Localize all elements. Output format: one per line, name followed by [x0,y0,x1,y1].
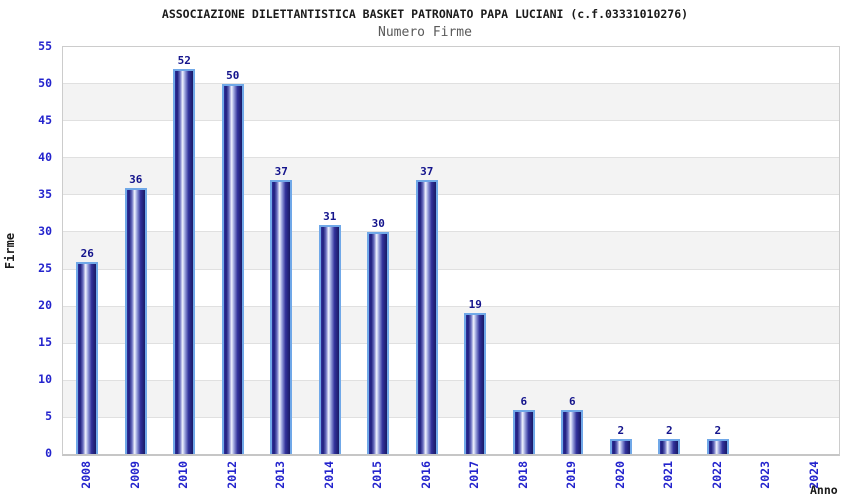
x-tick-label: 2009 [127,461,142,489]
x-tick-label: 2021 [661,461,676,489]
x-tick-slot: 2021 [644,461,693,499]
y-tick-label: 50 [38,76,52,90]
x-tick-slot: 2010 [159,461,208,499]
bar-slot: 2 [597,47,646,454]
bar-value-label: 31 [323,209,337,223]
bar-value-label: 19 [468,298,482,312]
bar [173,69,196,454]
bar-slot: 30 [354,47,403,454]
bar [124,187,147,454]
bar-value-label: 36 [129,172,143,186]
x-tick-slot: 2020 [596,461,645,499]
y-tick-label: 5 [45,409,52,423]
bar-value-label: 37 [274,165,288,179]
bar [706,439,729,454]
x-tick-label: 2016 [418,461,433,489]
y-tick-label: 25 [38,261,52,275]
bar [658,439,681,454]
y-axis-ticks: 0 5 10 15 20 25 30 35 40 45 50 55 [0,39,52,460]
y-tick-label: 0 [45,446,52,460]
y-tick-label: 30 [38,224,52,238]
bar-value-label: 2 [714,424,722,438]
x-tick-slot: 2022 [693,461,742,499]
bar [221,84,244,454]
x-tick-slot: 2018 [499,461,548,499]
bar-value-label: 6 [520,394,528,408]
y-tick-label: 40 [38,150,52,164]
bar-slot: 52 [160,47,209,454]
bar-slot: 2 [694,47,743,454]
x-tick-slot: 2016 [402,461,451,499]
bar-slot: 37 [257,47,306,454]
x-tick-slot: 2013 [256,461,305,499]
bar-slot: 37 [403,47,452,454]
bar-value-label: 2 [617,424,625,438]
x-tick-label: 2017 [467,461,482,489]
x-tick-label: 2015 [370,461,385,489]
bar-slot: 31 [306,47,355,454]
bar-slot: 2 [645,47,694,454]
bar-slot: 26 [63,47,112,454]
y-tick-label: 45 [38,113,52,127]
x-tick-label: 2014 [321,461,336,489]
x-axis-label: Anno [810,483,838,497]
y-tick-label: 55 [38,39,52,53]
bar [415,180,438,454]
bar-value-label: 26 [80,246,94,260]
bar [464,313,487,454]
bar [561,409,584,454]
x-tick-slot: 2014 [305,461,354,499]
bar [512,409,535,454]
x-tick-slot: 2015 [353,461,402,499]
bar-slot [791,47,840,454]
bar-slot: 6 [500,47,549,454]
y-tick-label: 35 [38,187,52,201]
bars-container: 26 36 52 50 37 31 30 37 19 6 6 2 2 2 [63,47,839,454]
bar-slot: 6 [548,47,597,454]
bar-slot: 19 [451,47,500,454]
x-tick-label: 2012 [224,461,239,489]
x-tick-slot: 2008 [62,461,111,499]
x-tick-label: 2018 [515,461,530,489]
bar [76,261,99,454]
x-tick-label: 2008 [79,461,94,489]
x-tick-label: 2022 [709,461,724,489]
x-tick-slot: 2012 [208,461,257,499]
bar-value-label: 2 [665,424,673,438]
plot-area: 26 36 52 50 37 31 30 37 19 6 6 2 2 2 [62,46,840,456]
x-tick-label: 2020 [612,461,627,489]
x-tick-slot: 2017 [450,461,499,499]
y-tick-label: 15 [38,335,52,349]
bar-value-label: 52 [177,54,191,68]
bar-slot: 50 [209,47,258,454]
chart-title: ASSOCIAZIONE DILETTANTISTICA BASKET PATR… [161,7,689,21]
x-tick-label: 2019 [564,461,579,489]
y-tick-label: 20 [38,298,52,312]
x-axis-ticks: 2008 2009 2010 2012 2013 2014 2015 2016 2017 2018… [62,461,838,499]
y-tick-label: 10 [38,372,52,386]
x-tick-label: 2023 [758,461,773,489]
x-tick-slot: 2009 [111,461,160,499]
x-tick-slot: 2019 [547,461,596,499]
bar [318,224,341,454]
bar-slot [742,47,791,454]
x-tick-label: 2013 [273,461,288,489]
bar-value-label: 30 [371,217,385,230]
x-tick-label: 2010 [176,461,191,489]
bar [609,439,632,454]
bar-value-label: 6 [568,394,576,408]
bar-slot: 36 [112,47,161,454]
bar [270,180,293,454]
bar-value-label: 50 [226,69,240,82]
bar [367,232,390,454]
chart-subtitle: Numero Firme [378,25,472,40]
bar-value-label: 37 [420,165,434,179]
x-tick-slot: 2023 [741,461,790,499]
